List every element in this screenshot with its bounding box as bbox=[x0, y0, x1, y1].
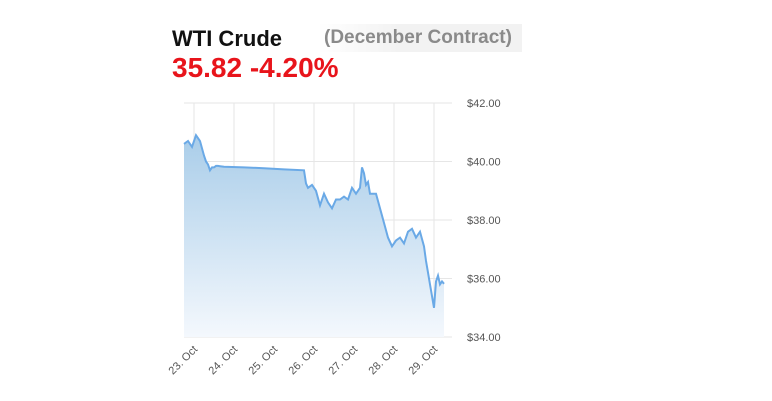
y-tick-label: $42.00 bbox=[467, 98, 501, 110]
x-tick-label: 24. Oct bbox=[207, 344, 241, 378]
x-tick-label: 27. Oct bbox=[327, 344, 361, 378]
current-price: 35.82 bbox=[172, 52, 243, 83]
x-tick-label: 29. Oct bbox=[407, 344, 441, 378]
x-tick-label: 25. Oct bbox=[247, 344, 281, 378]
y-tick-label: $36.00 bbox=[467, 274, 501, 286]
x-tick-label: 23. Oct bbox=[167, 344, 201, 378]
y-axis-labels: $34.00 $36.00 $38.00 $40.00 $42.00 bbox=[467, 98, 501, 344]
x-axis-labels: 23. Oct 24. Oct 25. Oct 26. Oct 27. Oct 28. O… bbox=[167, 344, 441, 378]
x-tick-label: 26. Oct bbox=[287, 344, 321, 378]
price-change: -4.20% bbox=[249, 52, 339, 83]
y-tick-label: $34.00 bbox=[467, 332, 501, 344]
price-area bbox=[184, 135, 444, 337]
price-line-series bbox=[183, 132, 445, 308]
contract-label: (December Contract) bbox=[318, 24, 522, 52]
price-line: 35.82 -4.20% bbox=[172, 52, 339, 84]
chart-title: WTI Crude bbox=[172, 26, 282, 51]
y-tick-label: $40.00 bbox=[467, 157, 501, 169]
x-tick-label: 28. Oct bbox=[367, 344, 401, 378]
y-tick-label: $38.00 bbox=[467, 215, 501, 227]
